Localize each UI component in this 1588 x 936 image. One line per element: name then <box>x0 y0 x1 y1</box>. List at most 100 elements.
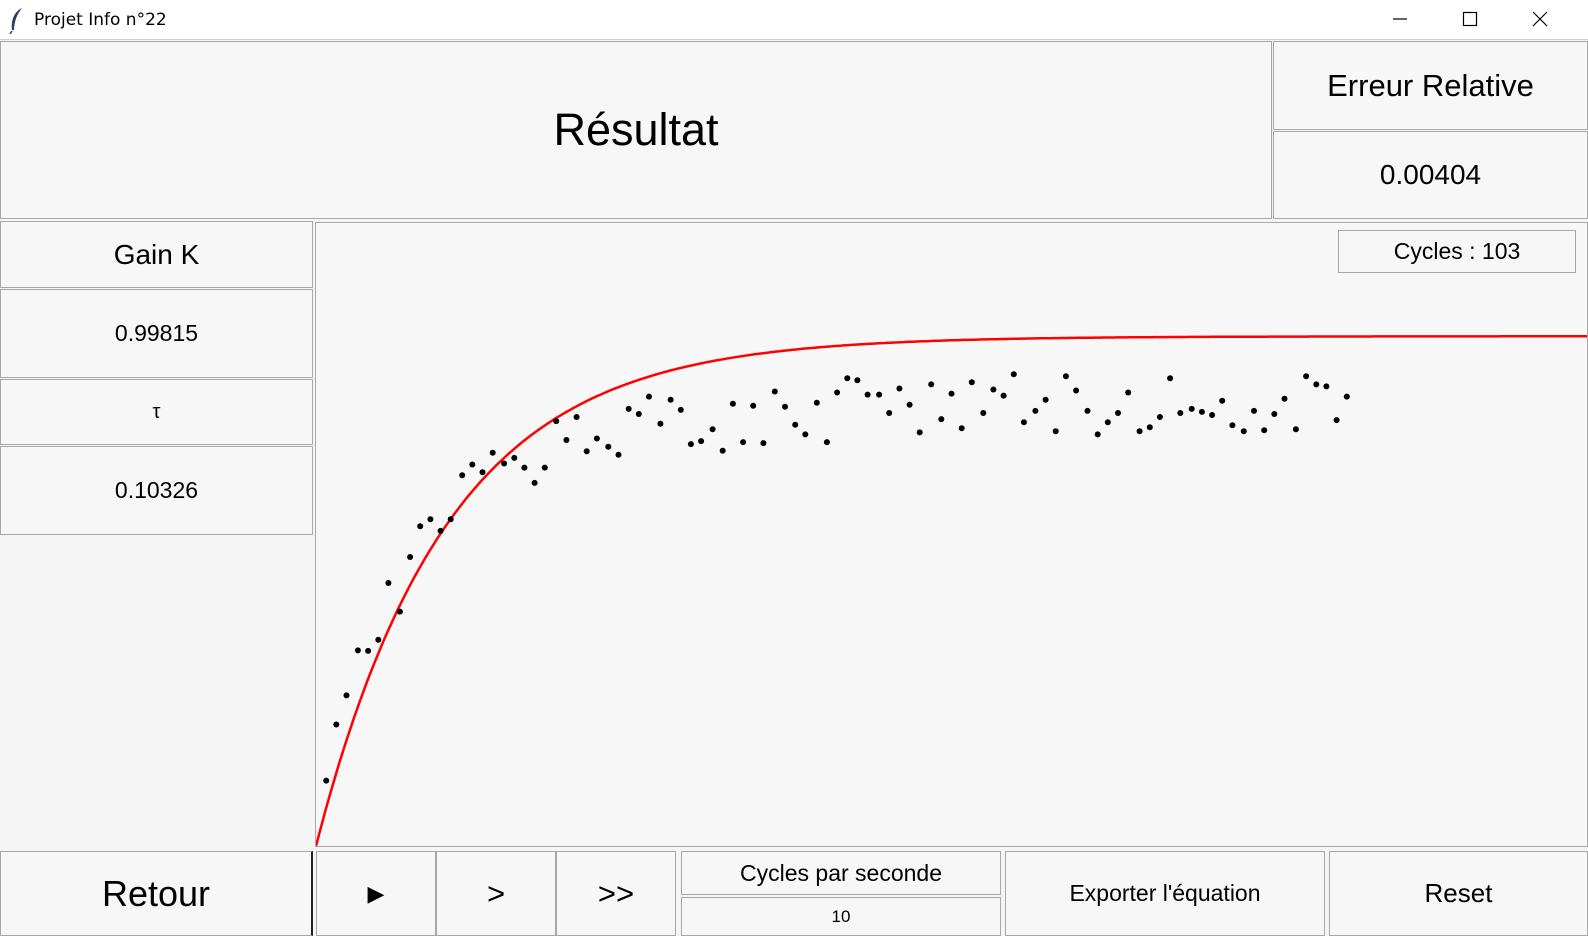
data-point <box>573 414 580 420</box>
data-point <box>896 385 903 392</box>
data-point <box>1052 428 1059 435</box>
maximize-button[interactable] <box>1435 0 1505 38</box>
maximize-icon <box>1462 11 1478 27</box>
tau-label-box: τ <box>0 379 313 445</box>
fast-forward-button[interactable]: >> <box>556 851 676 936</box>
data-point <box>1032 407 1039 414</box>
gain-label-box: Gain K <box>0 221 313 288</box>
reset-button[interactable]: Reset <box>1329 851 1588 936</box>
relative-error-value-box: 0.00404 <box>1273 131 1588 219</box>
cycles-per-second-label: Cycles par seconde <box>740 859 942 886</box>
data-point <box>948 390 955 397</box>
cycles-per-second-field[interactable]: 10 <box>681 897 1001 936</box>
back-button-label: Retour <box>101 872 211 914</box>
data-point <box>980 410 987 416</box>
gain-value: 0.99815 <box>114 320 199 346</box>
cycles-badge: Cycles : 103 <box>1338 230 1576 273</box>
step-button[interactable]: > <box>436 851 556 936</box>
data-point <box>928 381 935 388</box>
back-button[interactable]: Retour <box>0 851 313 936</box>
data-point <box>792 421 799 428</box>
data-point <box>1303 373 1310 380</box>
export-equation-label: Exporter l'équation <box>1069 880 1261 906</box>
data-point <box>698 438 705 445</box>
data-point <box>813 399 820 406</box>
data-point <box>1115 410 1121 416</box>
data-point <box>365 647 372 654</box>
data-point <box>407 554 414 560</box>
data-point <box>719 447 726 454</box>
data-point <box>646 393 652 400</box>
close-button[interactable] <box>1505 0 1575 38</box>
data-point <box>1073 387 1080 394</box>
play-icon: ▶ <box>367 880 385 906</box>
export-equation-button[interactable]: Exporter l'équation <box>1005 851 1325 936</box>
data-point <box>1167 375 1174 382</box>
data-point <box>864 391 871 398</box>
tau-label: τ <box>152 400 161 423</box>
data-point <box>802 431 809 438</box>
data-point <box>834 389 841 396</box>
data-point <box>1198 408 1205 415</box>
left-panel-filler <box>0 536 313 850</box>
window-titlebar: Projet Info n°22 <box>0 0 1588 40</box>
fit-curve <box>316 335 1587 846</box>
data-point <box>521 464 528 471</box>
data-point <box>1062 373 1069 380</box>
cycles-per-second-label-box: Cycles par seconde <box>681 851 1001 895</box>
data-point <box>740 439 747 446</box>
minimize-button[interactable] <box>1365 0 1435 38</box>
data-point <box>771 388 778 395</box>
data-point <box>396 608 403 615</box>
data-point <box>437 527 444 534</box>
relative-error-label: Erreur Relative <box>1327 67 1534 103</box>
data-point <box>1271 411 1278 417</box>
data-point <box>375 636 382 643</box>
tau-value: 0.10326 <box>114 477 199 503</box>
data-point <box>501 460 508 467</box>
data-point <box>916 429 923 436</box>
data-point <box>938 416 945 423</box>
page-title: Résultat <box>553 104 719 155</box>
tau-value-box: 0.10326 <box>0 446 313 535</box>
data-point <box>968 379 975 386</box>
step-icon: > <box>486 875 506 911</box>
data-point <box>531 479 538 486</box>
data-point <box>667 396 674 403</box>
cycles-per-second-value: 10 <box>831 906 851 926</box>
data-point <box>354 647 361 654</box>
data-point <box>906 401 913 408</box>
data-point <box>886 410 893 416</box>
cycles-badge-text: Cycles : 103 <box>1393 238 1521 264</box>
data-point <box>1188 405 1195 412</box>
data-point <box>823 439 830 446</box>
data-point <box>1343 393 1350 400</box>
data-point <box>1094 431 1101 438</box>
feather-icon <box>9 7 22 34</box>
data-point <box>1323 383 1330 390</box>
relative-error-value: 0.00404 <box>1379 159 1482 190</box>
data-point <box>1281 395 1288 402</box>
data-point <box>615 451 622 458</box>
window-title: Projet Info n°22 <box>34 9 167 30</box>
data-point <box>635 411 642 417</box>
data-point <box>469 461 476 468</box>
data-point <box>709 426 716 433</box>
data-point <box>677 406 684 413</box>
data-point <box>541 464 548 471</box>
data-point <box>625 405 632 412</box>
data-point <box>1261 427 1268 434</box>
data-point <box>750 402 757 409</box>
data-point <box>1020 419 1027 426</box>
gain-label: Gain K <box>113 238 200 270</box>
data-point <box>511 454 518 461</box>
data-point <box>1229 422 1236 429</box>
data-point <box>553 418 560 425</box>
data-point <box>1156 414 1163 420</box>
data-point <box>1084 407 1091 414</box>
data-point <box>876 391 883 398</box>
data-point <box>990 386 997 393</box>
play-button[interactable]: ▶ <box>316 851 436 936</box>
data-point <box>1292 426 1299 433</box>
data-point <box>1125 389 1132 396</box>
